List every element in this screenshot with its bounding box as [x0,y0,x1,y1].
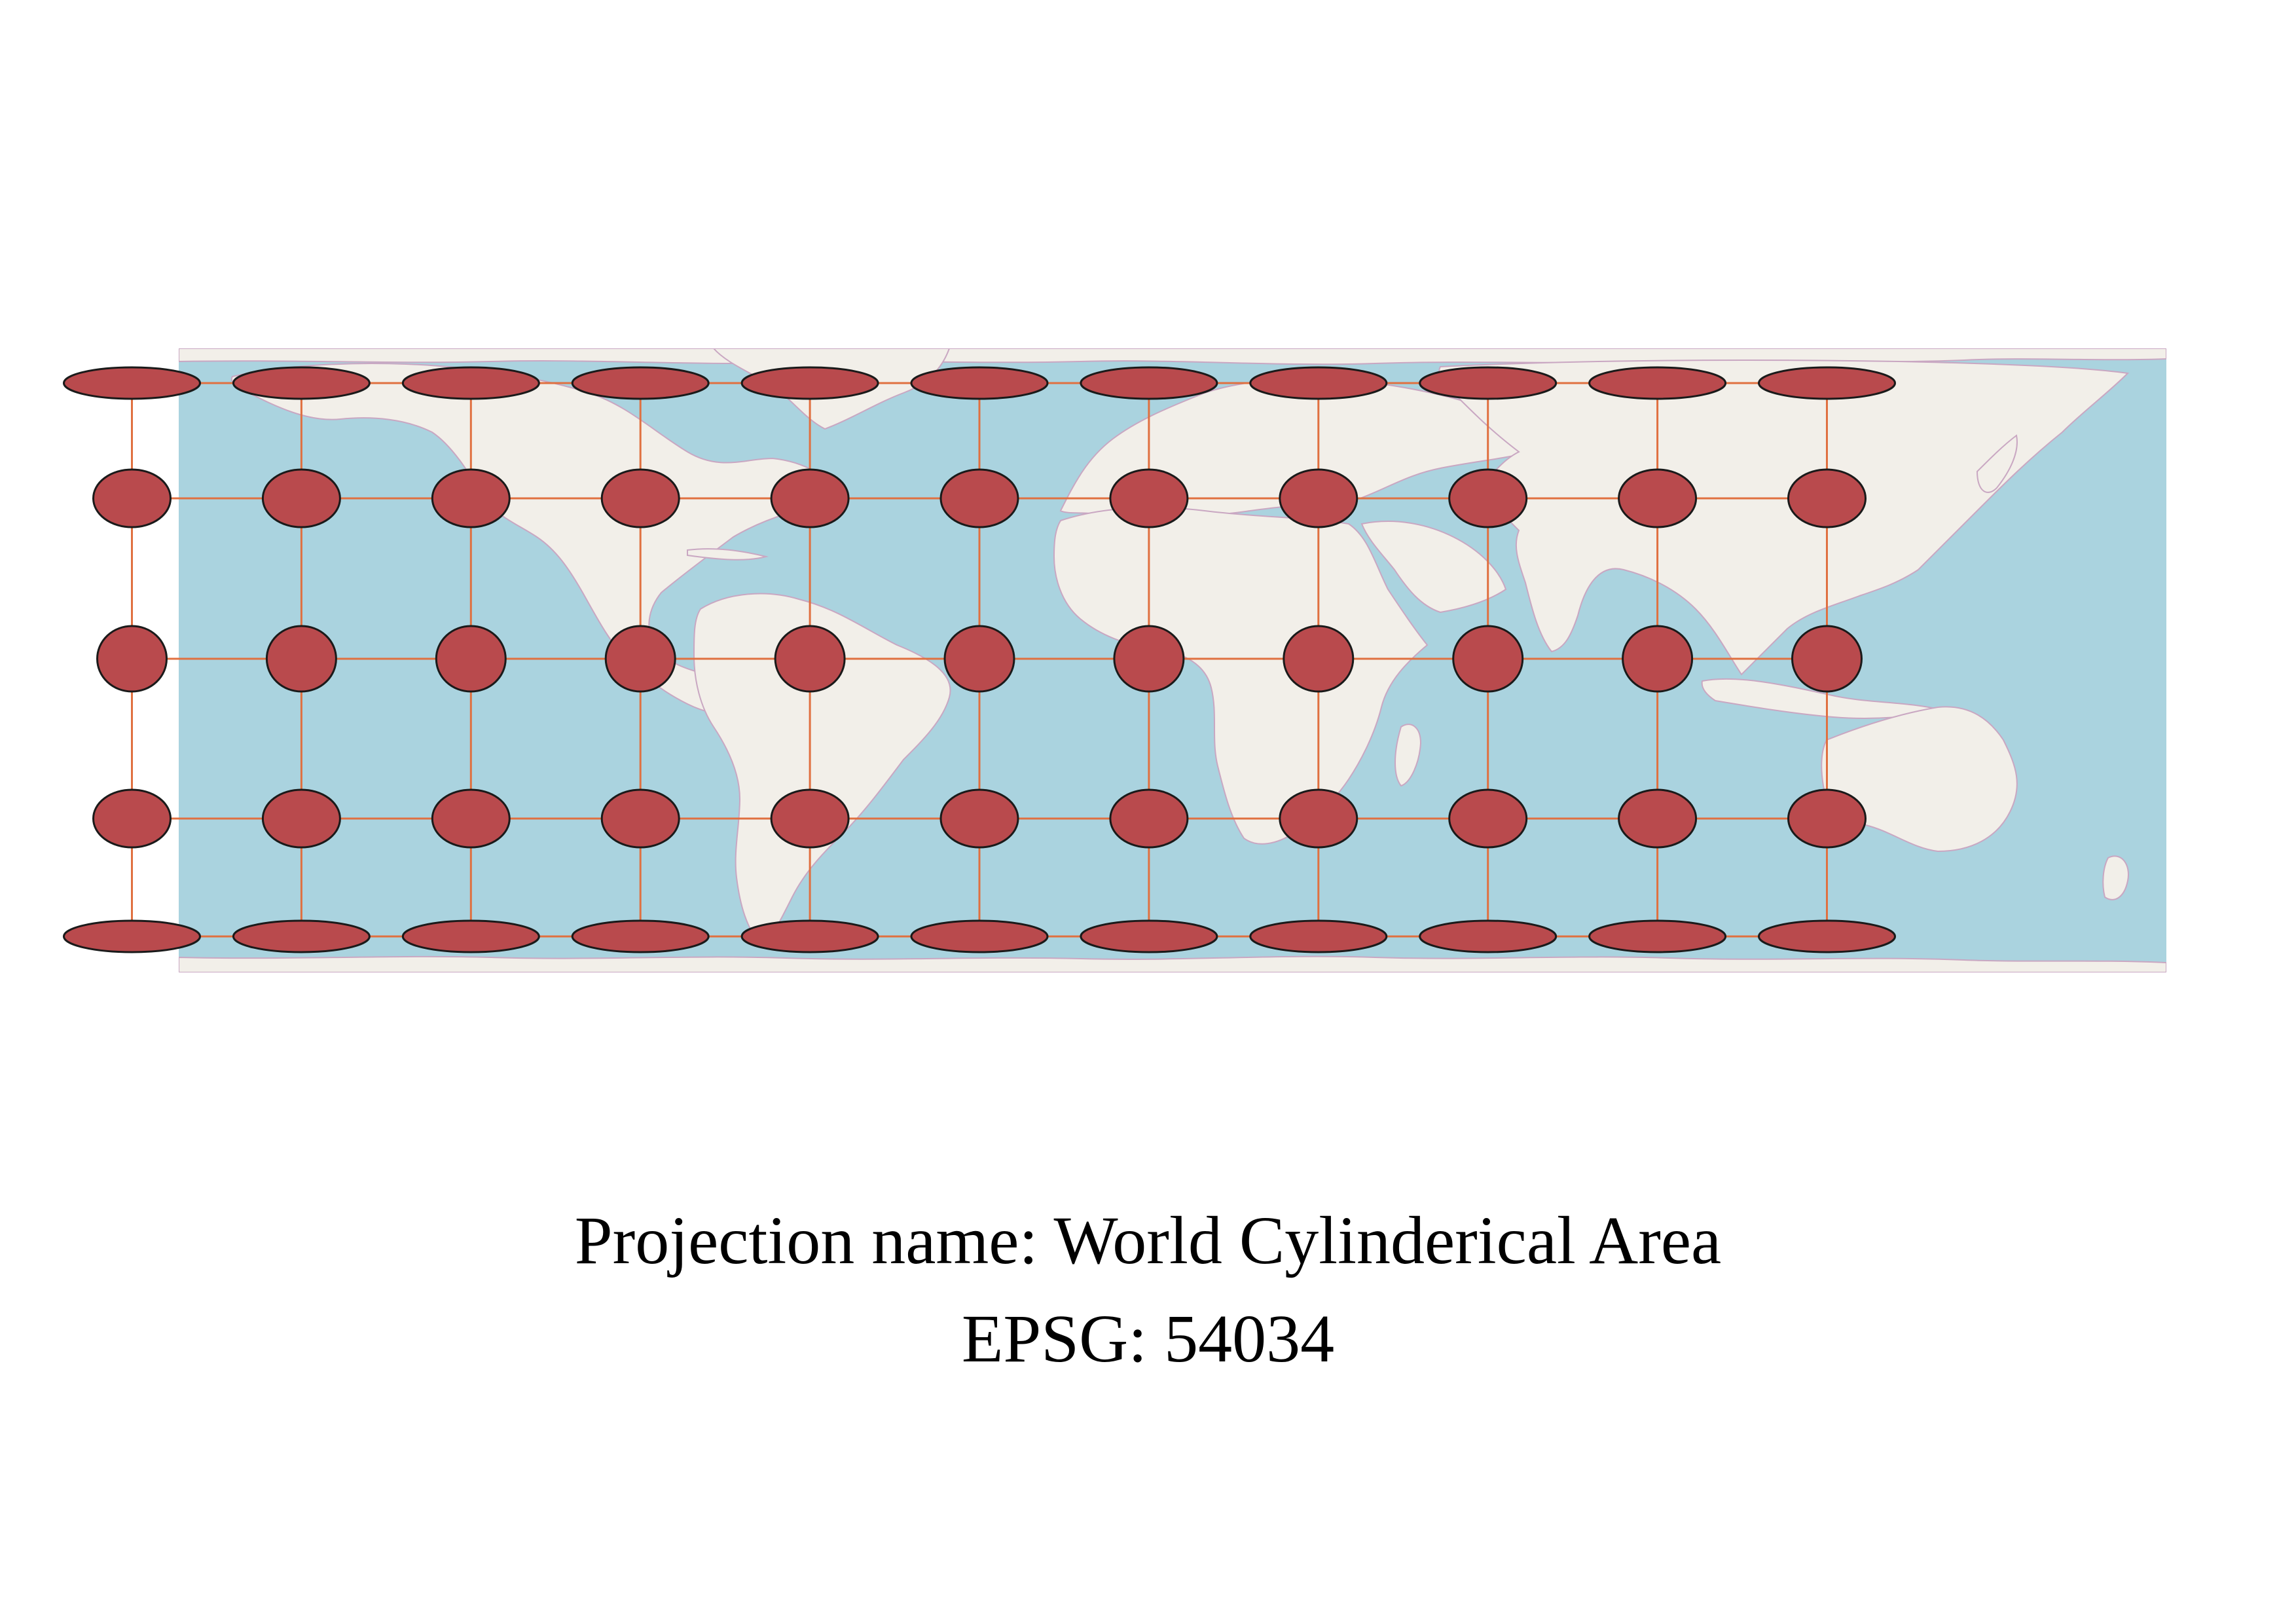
tissot-ellipse [1080,919,1218,953]
projection-name-text: Projection name: World Cylinderical Area [574,1203,1722,1278]
tissot-ellipse [1618,788,1698,849]
tissot-ellipse [1588,366,1727,400]
tissot-ellipse [96,625,168,693]
tissot-ellipse [63,366,201,400]
tissot-ellipse [1758,366,1896,400]
tissot-ellipse [63,919,201,953]
tissot-ellipse [1279,788,1358,849]
tissot-ellipse [1109,468,1189,528]
epsg-code-text: EPSG: 54034 [961,1301,1335,1376]
tissot-ellipse [939,468,1019,528]
south-america [693,593,951,948]
tissot-ellipse [435,625,507,693]
tissot-ellipse [1758,919,1896,953]
tissot-indicatrix [63,366,1896,953]
tissot-ellipse [1113,625,1185,693]
tissot-ellipse [1249,919,1388,953]
tissot-ellipse [740,919,879,953]
tissot-ellipse [1279,468,1358,528]
tissot-ellipse [1791,625,1863,693]
tissot-ellipse [600,468,680,528]
tissot-ellipse [401,366,540,400]
tissot-ellipse [1452,625,1524,693]
tissot-ellipse [600,788,680,849]
tissot-ellipse [92,468,172,528]
tissot-ellipse [604,625,676,693]
tissot-ellipse [571,919,710,953]
tissot-ellipse [1283,625,1355,693]
tissot-ellipse [401,919,540,953]
tissot-ellipse [774,625,846,693]
tissot-ellipse [1787,468,1867,528]
tissot-ellipse [910,919,1049,953]
arabia [1360,521,1507,614]
antarctica [179,955,2166,972]
tissot-ellipse [1080,366,1218,400]
tissot-ellipse [1419,366,1558,400]
caption: Projection name: World Cylinderical Area… [0,1192,2296,1388]
tissot-ellipse [740,366,879,400]
tissot-ellipse [1622,625,1694,693]
tissot-ellipse [232,366,371,400]
tissot-ellipse [265,625,337,693]
japan [1976,434,2018,493]
tissot-ellipse [770,468,850,528]
tissot-ellipse [1448,468,1528,528]
tissot-ellipse [1109,788,1189,849]
tissot-ellipse [1588,919,1727,953]
tissot-ellipse [261,788,341,849]
tissot-ellipse [943,625,1015,693]
tissot-ellipse [1787,788,1867,849]
madagascar [1394,724,1422,787]
tissot-ellipse [910,366,1049,400]
tissot-ellipse [1448,788,1528,849]
tissot-ellipse [939,788,1019,849]
tissot-ellipse [571,366,710,400]
tissot-ellipse [1419,919,1558,953]
tissot-ellipse [261,468,341,528]
new-zealand [2102,855,2129,900]
tissot-ellipse [92,788,172,849]
tissot-ellipse [232,919,371,953]
tissot-ellipse [1618,468,1698,528]
tissot-ellipse [1249,366,1388,400]
tissot-ellipse [431,788,511,849]
tissot-ellipse [431,468,511,528]
tissot-ellipse [770,788,850,849]
caribbean [687,548,767,561]
